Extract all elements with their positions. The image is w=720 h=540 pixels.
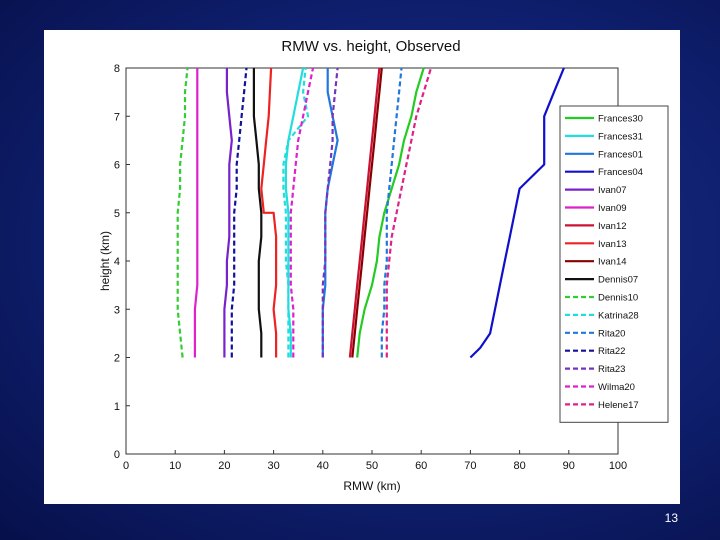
series-line-ivan09 xyxy=(193,68,199,358)
series-line-katrina28 xyxy=(282,67,310,358)
series-line-frances04 xyxy=(469,67,565,359)
y-tick-label: 4 xyxy=(114,256,120,268)
x-tick-label: 30 xyxy=(267,460,279,472)
legend-label-dennis10: Dennis10 xyxy=(598,293,638,304)
y-tick-label: 1 xyxy=(114,401,120,413)
legend-label-frances01: Frances01 xyxy=(598,149,643,160)
series-line-ivan14 xyxy=(351,67,383,358)
x-tick-label: 40 xyxy=(317,460,329,472)
x-tick-label: 20 xyxy=(218,460,230,472)
x-tick-label: 90 xyxy=(563,460,575,472)
series-line-rita22 xyxy=(230,67,248,358)
page-number: 13 xyxy=(664,511,678,525)
legend-label-wilma20: Wilma20 xyxy=(598,382,635,393)
series-line-rita20 xyxy=(380,67,403,358)
x-tick-label: 70 xyxy=(464,460,476,472)
y-axis-label: height (km) xyxy=(98,231,112,291)
x-tick-label: 0 xyxy=(123,460,129,472)
chart-panel: RMW vs. height, Observed 0 10 20 30 40 50 60 70… xyxy=(44,30,680,504)
series-line-dennis10 xyxy=(176,67,189,358)
y-tick-label: 6 xyxy=(114,160,120,172)
y-tick-label: 0 xyxy=(114,449,120,461)
legend-label-dennis07: Dennis07 xyxy=(598,275,638,286)
series-line-ivan07 xyxy=(223,68,233,358)
chart-title: RMW vs. height, Observed xyxy=(281,38,460,55)
y-tick-label: 3 xyxy=(114,304,120,316)
series-line-ivan13 xyxy=(260,67,278,358)
x-tick-label: 50 xyxy=(366,460,378,472)
legend: Frances30 Frances31 Frances01 Frances04 Ivan… xyxy=(559,105,669,423)
series-line-frances30 xyxy=(356,67,425,358)
y-tick-label: 2 xyxy=(114,353,120,365)
y-tick-label: 5 xyxy=(114,208,120,220)
series-line-rita23 xyxy=(321,67,339,358)
x-tick-label: 10 xyxy=(169,460,181,472)
legend-label-frances30: Frances30 xyxy=(598,114,643,125)
legend-label-ivan09: Ivan09 xyxy=(598,203,627,214)
legend-label-ivan12: Ivan12 xyxy=(598,221,627,232)
series-line-wilma20 xyxy=(289,67,315,358)
y-tick-label: 8 xyxy=(114,63,120,75)
axis-ticks: 0 10 20 30 40 50 60 70 80 90 100 0 1 2 3 4 5 6 7 8 xyxy=(114,63,627,472)
x-axis-label: RMW (km) xyxy=(343,479,400,493)
series-layer xyxy=(176,67,565,359)
rmw-height-chart: RMW vs. height, Observed 0 10 20 30 40 50 60 70… xyxy=(98,38,669,493)
legend-label-ivan13: Ivan13 xyxy=(598,239,627,250)
x-tick-label: 60 xyxy=(415,460,427,472)
x-tick-label: 80 xyxy=(513,460,525,472)
y-tick-label: 7 xyxy=(114,111,120,123)
x-tick-label: 100 xyxy=(609,460,627,472)
series-line-dennis07 xyxy=(252,68,263,358)
series-line-ivan12 xyxy=(348,67,381,358)
legend-label-katrina28: Katrina28 xyxy=(598,310,639,321)
legend-label-rita23: Rita23 xyxy=(598,364,625,375)
legend-label-rita22: Rita22 xyxy=(598,346,625,357)
legend-label-helene17: Helene17 xyxy=(598,400,639,411)
legend-label-ivan07: Ivan07 xyxy=(598,185,627,196)
series-line-helene17 xyxy=(385,67,433,358)
legend-label-rita20: Rita20 xyxy=(598,328,625,339)
legend-label-frances04: Frances04 xyxy=(598,167,643,178)
legend-label-frances31: Frances31 xyxy=(598,131,643,142)
legend-label-ivan14: Ivan14 xyxy=(598,257,627,268)
